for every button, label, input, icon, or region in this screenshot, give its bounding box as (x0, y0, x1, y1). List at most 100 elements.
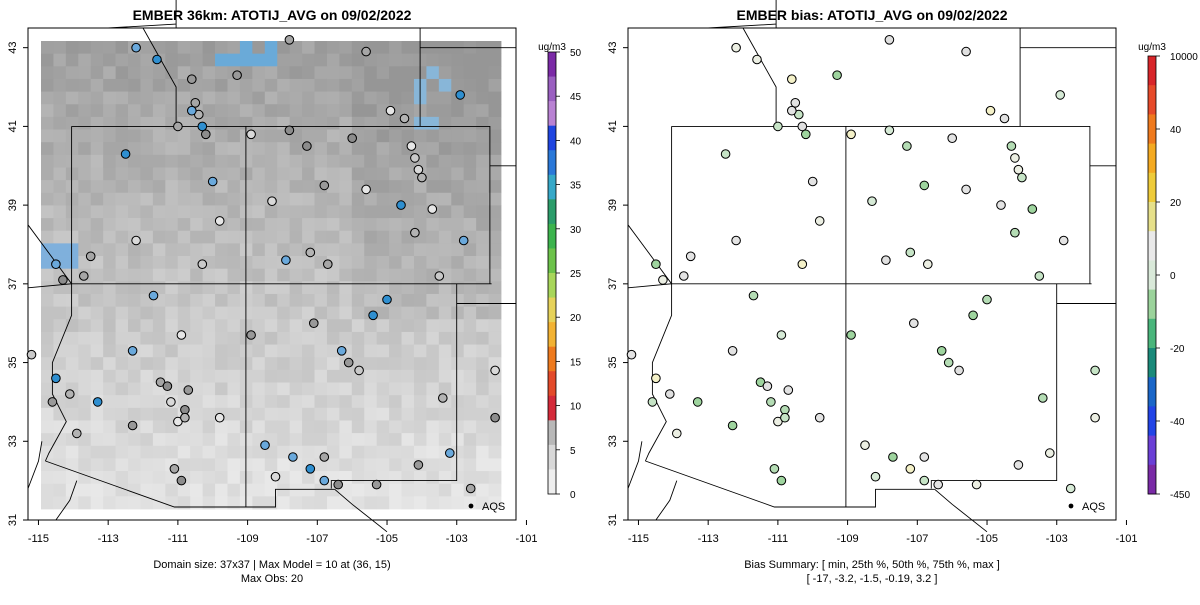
raster-cell (90, 154, 104, 168)
raster-cell (239, 78, 253, 92)
raster-cell (351, 420, 365, 434)
raster-cell (78, 192, 92, 206)
raster-cell (152, 205, 166, 219)
raster-cell (264, 268, 278, 282)
raster-cell (140, 306, 154, 320)
raster-cell (438, 293, 452, 308)
raster-cell (165, 268, 179, 282)
raster-cell (451, 116, 465, 130)
raster-cell (401, 433, 415, 447)
raster-cell (413, 293, 427, 308)
raster-cell (90, 167, 104, 181)
raster-cell (426, 218, 440, 232)
raster-cell (413, 395, 427, 409)
raster-cell (451, 445, 465, 459)
raster-cell (215, 319, 228, 333)
raster-cell (41, 344, 54, 358)
aqs-station-point (762, 381, 773, 392)
raster-cell (215, 78, 228, 92)
colorbar-segment (548, 125, 556, 151)
raster-cell (476, 420, 489, 434)
raster-cell (264, 218, 278, 232)
raster-cell (488, 129, 502, 143)
raster-cell (190, 357, 204, 371)
raster-cell (277, 331, 291, 345)
raster-cell (115, 306, 129, 320)
state-boundary-line (108, 23, 177, 29)
raster-cell (103, 180, 116, 194)
raster-cell (463, 306, 477, 320)
raster-cell (289, 218, 303, 232)
state-boundary-line (671, 27, 777, 127)
raster-cell (215, 116, 228, 130)
raster-cell (78, 496, 92, 510)
raster-cell (314, 230, 328, 244)
raster-cell (190, 382, 204, 396)
raster-cell (389, 319, 402, 333)
raster-cell (78, 331, 92, 345)
raster-cell (215, 344, 228, 358)
raster-cell (90, 53, 104, 67)
y-tick-label: 37 (607, 278, 619, 290)
raster-cell (426, 496, 440, 510)
raster-cell (165, 91, 179, 105)
raster-cell (451, 306, 465, 320)
raster-cell (364, 281, 378, 295)
raster-cell (264, 382, 278, 396)
raster-cell (53, 344, 67, 358)
raster-cell (302, 445, 315, 459)
raster-cell (165, 66, 179, 80)
raster-cell (177, 256, 191, 270)
raster-cell (451, 129, 465, 143)
raster-cell (202, 218, 216, 232)
raster-cell (326, 53, 340, 67)
raster-cell (152, 230, 166, 244)
raster-cell (451, 471, 465, 485)
raster-cell (376, 256, 390, 270)
raster-cell (90, 104, 104, 118)
raster-cell (413, 445, 427, 459)
raster-cell (165, 369, 179, 383)
raster-cell (90, 66, 104, 80)
state-boundary-line (655, 480, 678, 521)
left-caption-line2: Max Obs: 20 (241, 573, 303, 585)
raster-cell (326, 116, 340, 130)
raster-cell (227, 382, 241, 396)
raster-cell (476, 306, 489, 320)
raster-cell (78, 53, 92, 67)
raster-cell (177, 395, 191, 409)
raster-cell (252, 91, 266, 105)
raster-cell (451, 407, 465, 421)
raster-cell (339, 445, 353, 459)
raster-cell (190, 205, 204, 219)
raster-cell (302, 192, 315, 206)
state-boundary-line (334, 488, 388, 533)
aqs-station-point (246, 129, 256, 140)
raster-cell (401, 407, 415, 421)
raster-cell (227, 268, 241, 282)
raster-cell (227, 41, 241, 55)
raster-cell (438, 104, 452, 118)
raster-cell (426, 433, 440, 447)
raster-cell (264, 243, 278, 257)
raster-cell (476, 243, 489, 257)
raster-cell (202, 369, 216, 383)
raster-cell (53, 91, 67, 105)
raster-cell (389, 382, 402, 396)
raster-cell (128, 369, 141, 383)
raster-cell (314, 281, 328, 295)
raster-cell (128, 395, 141, 409)
raster-cell (389, 407, 402, 421)
state-boundary-line (645, 460, 935, 508)
raster-cell (488, 471, 502, 485)
raster-cell (463, 369, 477, 383)
aqs-station-point (120, 149, 131, 159)
raster-cell (302, 41, 315, 55)
aqs-station-point (333, 479, 344, 490)
aqs-station-point (1090, 365, 1100, 376)
raster-cell (463, 66, 477, 80)
x-tick-label: -111 (768, 533, 788, 545)
raster-cell (252, 344, 266, 358)
aqs-station-point (752, 54, 762, 65)
raster-cell (190, 41, 204, 55)
